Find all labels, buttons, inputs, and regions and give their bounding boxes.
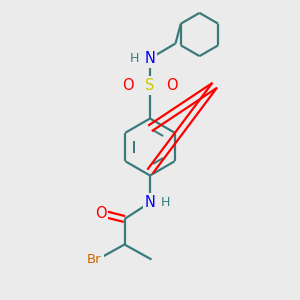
Text: N: N [145, 51, 155, 66]
Text: O: O [123, 78, 134, 93]
Text: H: H [161, 196, 170, 209]
Text: N: N [145, 195, 155, 210]
Text: O: O [166, 78, 177, 93]
Text: Br: Br [87, 253, 102, 266]
Text: O: O [95, 206, 106, 220]
Text: S: S [145, 78, 155, 93]
Text: H: H [130, 52, 139, 65]
